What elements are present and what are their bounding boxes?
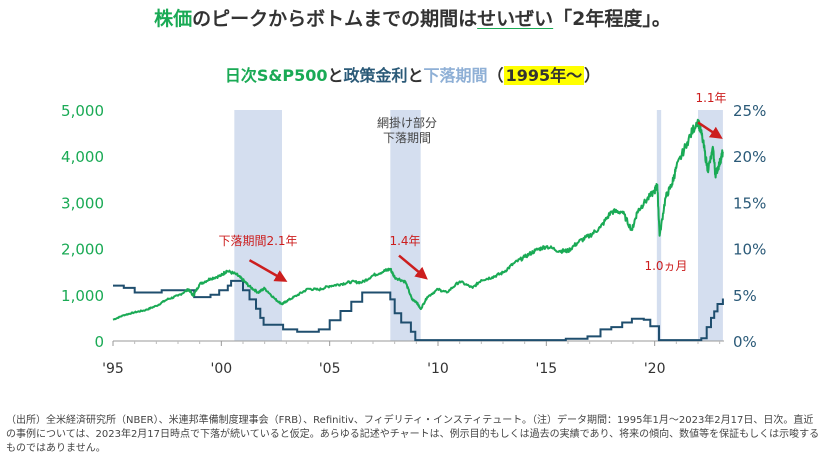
subtitle-conj-2: と: [407, 66, 424, 85]
annotation-arrow-4: [697, 121, 723, 139]
shade-label-line2: 下落期間: [383, 131, 431, 145]
x-tick-label: '95: [102, 361, 124, 377]
shaded-period-1: [234, 110, 282, 341]
headline-emphasis: せいぜい: [477, 8, 554, 30]
subtitle-series-sp500: 日次S&P500: [224, 66, 328, 85]
subtitle-period-highlight: 1995年〜: [503, 66, 585, 85]
headline-mid: のピークからボトムまでの期間は: [192, 8, 478, 30]
headline-end: 「2年程度」。: [553, 8, 671, 30]
subtitle-series-rate: 政策金利: [343, 66, 408, 85]
annotation-label-3: 1.0ヵ月: [644, 259, 687, 273]
y-right-tick-label: 5%: [733, 287, 757, 305]
annotation-arrow-2: [398, 254, 428, 280]
y-left-tick-label: 1,000: [61, 287, 104, 305]
shaded-period-4: [698, 110, 723, 341]
subtitle-series-period: 下落期間: [423, 66, 488, 85]
y-right-tick-label: 15%: [733, 194, 766, 212]
subtitle-paren-close: ）: [584, 66, 601, 85]
y-left-tick-label: 5,000: [61, 102, 104, 120]
x-tick-label: '00: [210, 361, 232, 377]
y-right-tick-label: 25%: [733, 102, 766, 120]
subtitle-paren-open: （: [487, 66, 504, 85]
chart-subtitle: 日次S&P500と政策金利と下落期間（ 1995年〜）: [0, 62, 825, 86]
y-left-tick-label: 2,000: [61, 241, 104, 259]
annotation-label-2: 1.4年: [389, 234, 420, 248]
headline-stock: 株価: [154, 8, 193, 30]
shade-label-line1: 網掛け部分: [377, 115, 437, 130]
y-left-tick-label: 0: [94, 333, 104, 351]
footnote: （出所）全米経済研究所（NBER）、米連邦準備制度理事会（FRB）、Refini…: [6, 415, 820, 454]
y-left-tick-label: 3,000: [61, 194, 104, 212]
annotation-label-1: 下落期間2.1年: [218, 234, 297, 248]
y-right-tick-label: 0%: [733, 333, 757, 351]
x-tick-label: '10: [427, 361, 449, 377]
x-tick-label: '20: [644, 361, 666, 377]
x-tick-label: '05: [319, 361, 341, 377]
y-right-tick-label: 20%: [733, 148, 766, 166]
y-right-tick-label: 10%: [733, 241, 766, 259]
series-policy-rate-line: [113, 279, 724, 342]
annotation-arrow-1: [248, 259, 288, 282]
y-left-tick-label: 4,000: [61, 148, 104, 166]
series-sp500-line: [112, 118, 724, 321]
x-tick-label: '15: [535, 361, 557, 377]
headline: 株価のピークからボトムまでの期間はせいぜい「2年程度」。: [0, 4, 825, 31]
annotation-label-4: 1.1年: [695, 91, 726, 105]
subtitle-conj-1: と: [327, 66, 344, 85]
